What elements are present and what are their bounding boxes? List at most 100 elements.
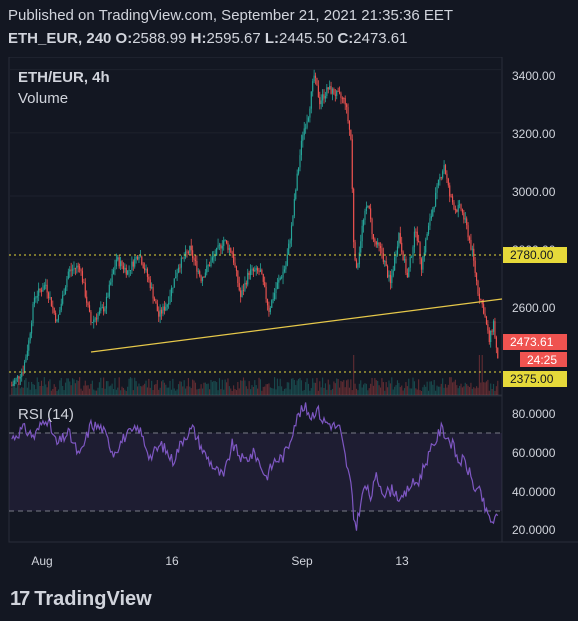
candle-body (40, 290, 43, 292)
candle-body (72, 269, 74, 271)
volume-bar (331, 388, 334, 395)
candle-body (235, 266, 237, 271)
volume-bar (268, 383, 270, 395)
volume-bar (368, 388, 370, 395)
volume-bar (134, 377, 136, 395)
volume-bar (255, 385, 257, 395)
volume-bar (385, 382, 387, 395)
candle-body (268, 305, 270, 313)
candle-body (278, 279, 280, 283)
footer: 17 TradingView (0, 579, 578, 621)
volume-bar (478, 355, 480, 395)
volume-bar (365, 383, 367, 395)
volume-bar (176, 389, 178, 395)
candle-body (115, 259, 117, 267)
volume-bar (439, 386, 441, 395)
rsi-legend: RSI (14) (18, 406, 74, 423)
candle-body (155, 301, 157, 304)
candle-body (467, 225, 469, 238)
trendline[interactable] (90, 298, 503, 353)
volume-bar (26, 387, 28, 395)
label-2375-bg (503, 371, 567, 387)
volume-bar (381, 378, 383, 395)
candle-body (433, 206, 435, 210)
volume-bar (276, 378, 278, 395)
candle-body (107, 296, 109, 298)
candle-body (477, 280, 479, 294)
candle-body (484, 313, 486, 317)
candle-body (153, 298, 156, 302)
volume-bar (100, 377, 102, 395)
candle-body (146, 269, 149, 277)
volume-bar (272, 388, 274, 395)
candle-body (186, 251, 188, 253)
candle-body (211, 257, 213, 261)
volume-bar (132, 390, 134, 395)
candle-body (317, 85, 319, 98)
volume-bar (309, 390, 311, 395)
candle-body (60, 303, 62, 310)
candle-body (63, 294, 65, 296)
candle-body (323, 94, 325, 99)
candle-body (96, 318, 98, 320)
chart-svg[interactable]: 3400.00 3200.00 3000.00 2800.00 2600.00 … (0, 56, 578, 579)
volume-bar (281, 386, 283, 395)
volume-bar (245, 386, 247, 395)
volume-bar (168, 387, 170, 395)
volume-bar (135, 381, 137, 395)
candle-body (310, 91, 312, 109)
volume-bar (266, 384, 269, 395)
candle-body (257, 268, 259, 271)
candle-body (437, 179, 439, 186)
volume-bar (60, 377, 62, 395)
volume-bar (155, 384, 157, 395)
candle-body (200, 275, 202, 282)
candle-body (271, 300, 273, 308)
tradingview-logo[interactable]: 17 TradingView (10, 588, 152, 611)
volume-bar (477, 387, 479, 395)
volume-bar (252, 386, 254, 395)
candle-body (340, 93, 342, 98)
volume-bar (36, 377, 38, 395)
candle-body (398, 233, 400, 247)
volume-bar (213, 380, 215, 395)
volume-bar (96, 390, 98, 395)
candle-body (266, 298, 269, 306)
volume-bar (240, 380, 242, 395)
volume-bar (145, 380, 147, 395)
volume-bar (177, 384, 180, 395)
volume-bar (340, 381, 342, 395)
candle-body (249, 269, 252, 275)
candles[interactable] (11, 69, 499, 387)
candle-body (177, 267, 180, 273)
candle-body (118, 257, 120, 267)
volume-bar (83, 385, 85, 395)
candle-body (385, 261, 387, 267)
volume-bar (307, 383, 310, 395)
candle-body (416, 231, 418, 241)
candle-body (309, 108, 311, 118)
volume-bar (350, 379, 352, 395)
volume-bar (437, 386, 439, 395)
volume-bar (62, 385, 64, 395)
volume-bar (193, 380, 195, 395)
volume-bar (46, 387, 48, 395)
candle-body (194, 259, 197, 261)
volume-bar (214, 381, 216, 395)
volume-bar (42, 385, 44, 395)
volume-bar (476, 386, 478, 395)
volume-bar (166, 387, 168, 395)
candle-body (485, 316, 488, 325)
volume-bar (101, 388, 103, 395)
volume-bar (396, 380, 399, 395)
candle-body (470, 239, 472, 250)
candle-body (329, 86, 331, 90)
volume-bar (170, 389, 173, 395)
candle-body (255, 268, 257, 270)
volume-bar (461, 387, 464, 395)
candle-body (259, 269, 262, 272)
candle-body (254, 269, 256, 272)
candle-body (110, 282, 112, 285)
volume-bar (485, 381, 488, 395)
chart-area[interactable]: 3400.00 3200.00 3000.00 2800.00 2600.00 … (0, 56, 578, 579)
